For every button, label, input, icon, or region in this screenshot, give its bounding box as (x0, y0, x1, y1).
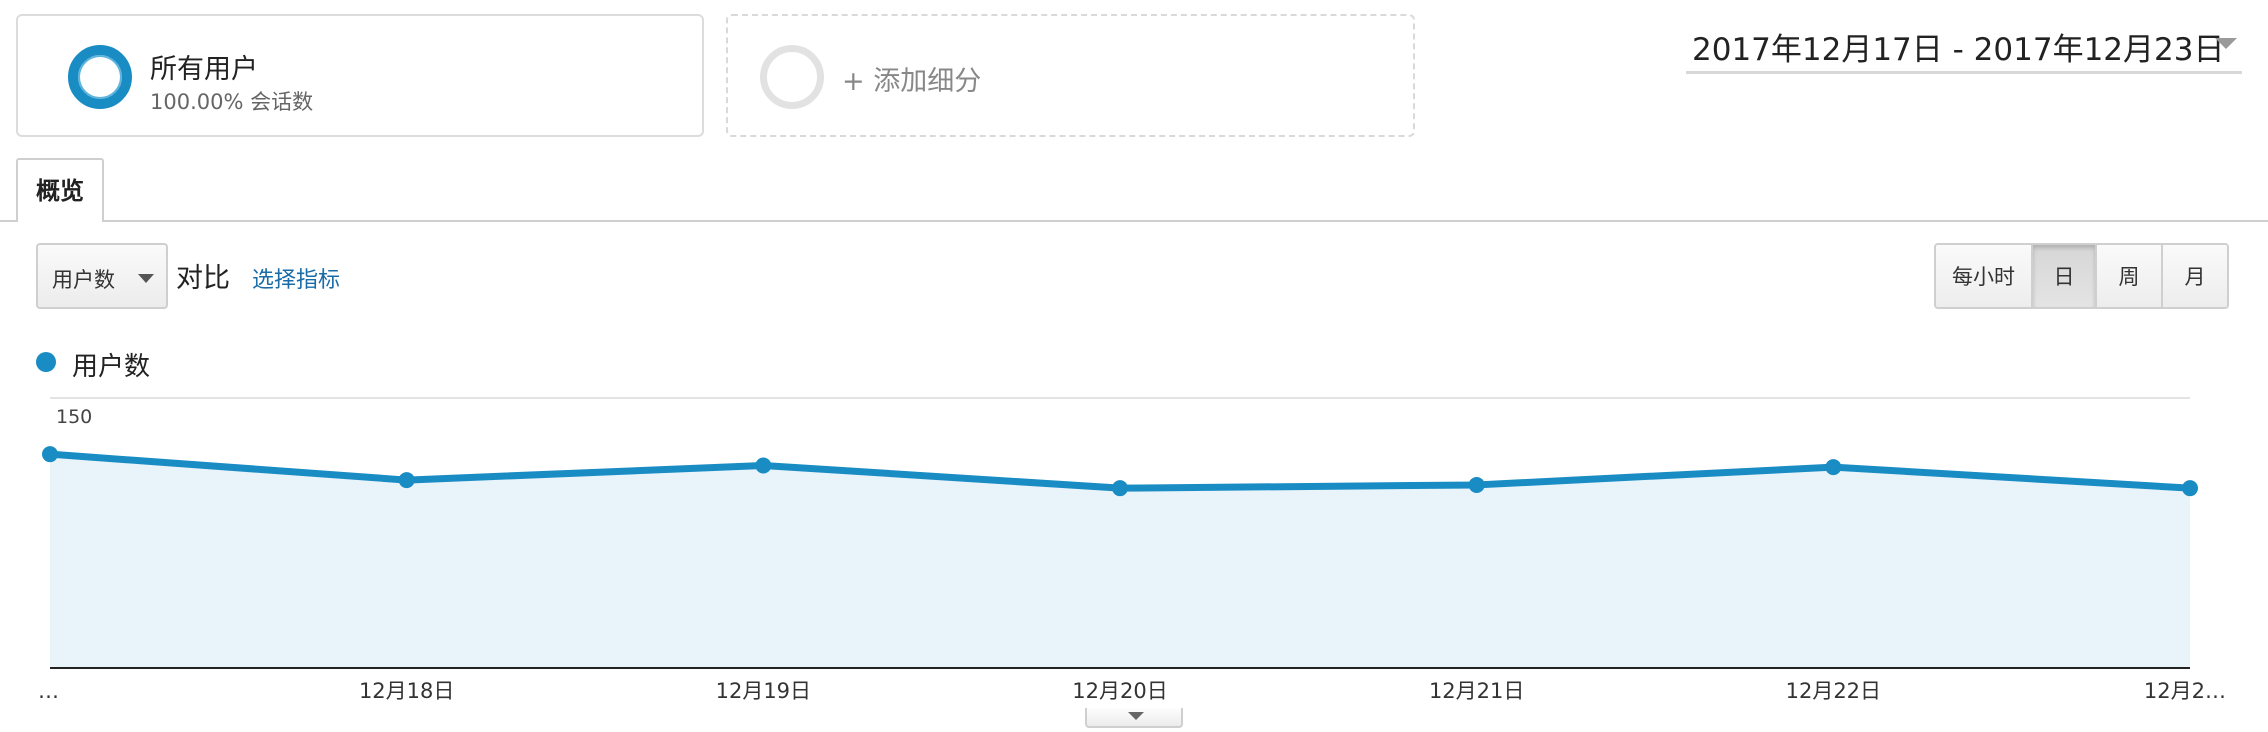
chart-collapse-toggle[interactable] (1085, 708, 1183, 728)
tab-overview[interactable]: 概览 (16, 158, 104, 222)
chevron-down-icon (2215, 38, 2237, 49)
x-tick-label: 12月2… (2144, 679, 2226, 703)
add-segment-label: + 添加细分 (842, 66, 982, 97)
legend-dot-icon (36, 352, 56, 372)
x-tick-label: 12月22日 (1786, 679, 1881, 703)
data-point (42, 446, 58, 463)
interval-week-button[interactable]: 周 (2097, 245, 2163, 307)
series-area (50, 454, 2190, 668)
metric-select-label: 用户数 (52, 268, 115, 292)
select-metric-link[interactable]: 选择指标 (252, 268, 341, 293)
interval-hourly-button[interactable]: 每小时 (1936, 245, 2033, 307)
interval-toggle-group: 每小时 日 周 月 (1934, 243, 2229, 309)
chevron-down-icon (138, 274, 154, 283)
interval-month-button[interactable]: 月 (2163, 245, 2227, 307)
y-tick-label: 150 (56, 406, 92, 428)
data-point (1112, 480, 1128, 497)
x-tick-label: 12月21日 (1429, 679, 1524, 703)
date-range-label: 2017年12月17日 - 2017年12月23日 (1692, 32, 2225, 68)
interval-day-button[interactable]: 日 (2033, 245, 2097, 307)
data-point (398, 472, 415, 489)
segment-sessions-percent: 100.00% 会话数 (150, 90, 314, 114)
empty-segment-ring-icon (760, 45, 824, 109)
legend-label: 用户数 (72, 352, 151, 382)
data-point (1825, 459, 1842, 476)
x-tick-label: 12月18日 (359, 679, 454, 703)
x-tick-label: 12月19日 (716, 679, 811, 703)
compare-label: 对比 (176, 263, 230, 294)
metric-select[interactable]: 用户数 (36, 243, 168, 309)
users-line-chart: 15075…12月18日12月19日12月20日12月21日12月22日12月2… (38, 397, 2226, 703)
data-point (1468, 476, 1485, 493)
x-tick-label: … (38, 679, 59, 703)
data-point (2182, 480, 2198, 497)
data-point (755, 457, 772, 474)
x-tick-label: 12月20日 (1072, 679, 1167, 703)
segment-all-users[interactable]: 所有用户 100.00% 会话数 (16, 14, 704, 137)
segment-name: 所有用户 (150, 54, 258, 85)
chevron-down-icon (1128, 712, 1144, 720)
tab-divider (0, 220, 2268, 222)
date-range-picker[interactable]: 2017年12月17日 - 2017年12月23日 (1686, 16, 2242, 74)
segment-ring-icon (68, 45, 132, 109)
add-segment-button[interactable]: + 添加细分 (726, 14, 1415, 137)
